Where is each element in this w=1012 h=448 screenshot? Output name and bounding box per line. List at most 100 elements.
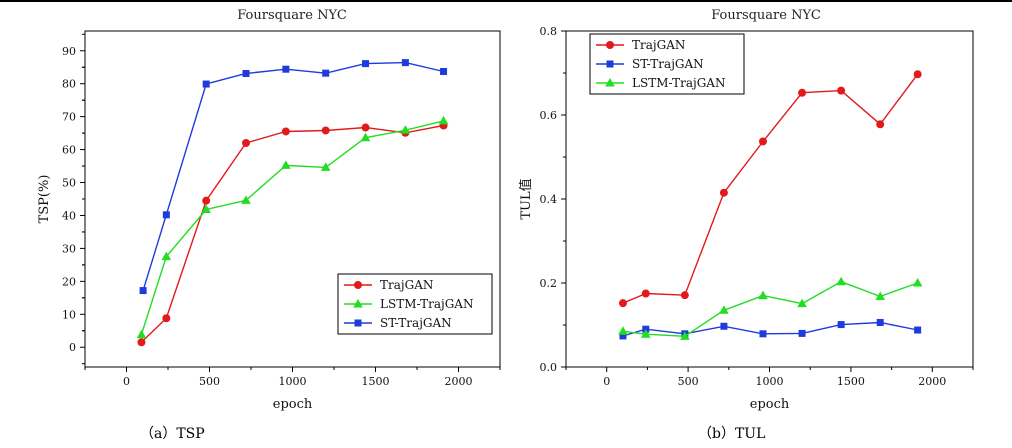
data-point-st-trajgan — [401, 59, 409, 67]
x-tick-label: 500 — [678, 375, 699, 388]
x-tick-label: 2000 — [445, 375, 473, 388]
data-point-lstm-trajgan — [758, 290, 768, 300]
tsp-chart: Foursquare NYC 0 500 1000 1500 2000 0 10 20 30 40 5… — [37, 8, 501, 412]
data-point-trajgan — [361, 123, 370, 132]
x-tick-label: 0 — [123, 375, 130, 388]
y-tick-label: 30 — [62, 242, 76, 255]
x-axis-label: epoch — [750, 397, 790, 412]
y-tick-label: 0.6 — [540, 109, 558, 122]
data-point-st-trajgan — [322, 69, 330, 77]
chart-title: Foursquare NYC — [711, 8, 821, 23]
data-point-st-trajgan — [798, 329, 806, 337]
data-point-trajgan — [913, 70, 922, 79]
y-axis-label: TUL值 — [518, 178, 534, 219]
data-point-st-trajgan — [440, 68, 448, 76]
data-point-st-trajgan — [642, 325, 650, 333]
data-point-lstm-trajgan — [400, 125, 411, 134]
data-point-lstm-trajgan — [618, 326, 628, 335]
data-point-trajgan — [798, 88, 807, 97]
chart-title: Foursquare NYC — [237, 8, 347, 23]
y-tick-label: 0.8 — [540, 25, 558, 38]
data-point-trajgan — [242, 139, 251, 147]
caption-a: （a）TSP — [140, 426, 205, 442]
data-point-lstm-trajgan — [438, 115, 449, 125]
x-tick-label: 0 — [603, 375, 610, 388]
y-tick-label: 0.2 — [540, 277, 558, 290]
data-point-st-trajgan — [242, 69, 250, 77]
data-point-lstm-trajgan — [912, 278, 923, 287]
y-tick-label: 0.0 — [540, 361, 558, 374]
y-tick-label: 0 — [69, 341, 76, 354]
legend-marker — [354, 281, 362, 289]
data-point-st-trajgan — [362, 60, 370, 68]
data-point-st-trajgan — [837, 321, 845, 329]
data-point-trajgan — [758, 137, 767, 146]
data-point-st-trajgan — [282, 65, 290, 73]
y-tick-label: 70 — [62, 111, 76, 124]
legend-marker — [353, 299, 363, 308]
top-rule — [0, 0, 1012, 2]
x-tick-label: 1500 — [362, 375, 390, 388]
data-point-st-trajgan — [202, 80, 210, 88]
caption-b: （b）TUL — [698, 426, 766, 442]
legend-label: ST-TrajGAN — [380, 316, 452, 330]
data-point-trajgan — [876, 120, 885, 129]
data-point-trajgan — [321, 126, 330, 135]
data-point-lstm-trajgan — [136, 329, 147, 339]
series-line-trajgan — [622, 73, 919, 304]
data-point-st-trajgan — [720, 322, 728, 330]
tul-chart: Foursquare NYC 0 500 1000 1500 2000 0.0 0.2 0.4 0… — [518, 8, 974, 412]
legend-label: ST-TrajGAN — [632, 57, 704, 71]
x-axis-label: epoch — [273, 397, 313, 412]
legend-label: TrajGAN — [632, 38, 685, 52]
data-point-lstm-trajgan — [281, 160, 291, 169]
legend-label: TrajGAN — [380, 278, 433, 292]
data-point-trajgan — [719, 188, 728, 197]
y-tick-label: 60 — [62, 144, 76, 157]
legend-label: LSTM-TrajGAN — [632, 76, 725, 90]
data-point-trajgan — [202, 196, 211, 205]
legend-marker — [605, 78, 615, 87]
y-tick-label: 10 — [62, 308, 76, 321]
data-point-lstm-trajgan — [836, 276, 846, 286]
legend-marker — [606, 41, 614, 49]
data-point-lstm-trajgan — [719, 305, 729, 314]
data-point-lstm-trajgan — [161, 251, 172, 261]
series-line-st-trajgan — [142, 61, 444, 291]
data-point-trajgan — [837, 86, 846, 95]
y-tick-label: 0.4 — [540, 193, 558, 206]
data-point-st-trajgan — [139, 287, 147, 295]
data-point-st-trajgan — [162, 211, 170, 219]
x-tick-label: 1000 — [279, 375, 307, 388]
y-tick-label: 90 — [62, 45, 76, 58]
data-point-lstm-trajgan — [875, 291, 886, 300]
y-axis-label: TSP(%) — [37, 175, 52, 224]
series-line-lstm-trajgan — [622, 280, 918, 338]
y-tick-label: 50 — [62, 177, 76, 190]
data-point-trajgan — [137, 338, 146, 347]
data-point-trajgan — [680, 291, 689, 300]
data-point-trajgan — [162, 314, 171, 323]
data-point-lstm-trajgan — [241, 195, 251, 204]
data-point-st-trajgan — [876, 318, 884, 326]
data-point-lstm-trajgan — [201, 204, 211, 214]
data-point-lstm-trajgan — [320, 162, 331, 171]
x-tick-label: 1500 — [837, 375, 865, 388]
data-point-st-trajgan — [619, 332, 627, 340]
data-point-lstm-trajgan — [797, 298, 807, 308]
data-point-st-trajgan — [914, 326, 922, 334]
data-point-lstm-trajgan — [640, 329, 651, 338]
x-tick-label: 1000 — [756, 375, 784, 388]
legend-marker — [606, 60, 614, 68]
data-point-trajgan — [281, 127, 290, 136]
legend-marker — [354, 319, 362, 327]
y-tick-label: 20 — [62, 275, 76, 288]
y-tick-label: 40 — [62, 209, 76, 222]
series-line-st-trajgan — [622, 321, 918, 337]
y-tick-label: 80 — [62, 78, 76, 91]
data-point-trajgan — [641, 289, 650, 298]
data-point-lstm-trajgan — [360, 132, 371, 142]
data-point-trajgan — [618, 299, 627, 308]
x-tick-label: 2000 — [918, 375, 946, 388]
data-point-lstm-trajgan — [680, 331, 690, 340]
